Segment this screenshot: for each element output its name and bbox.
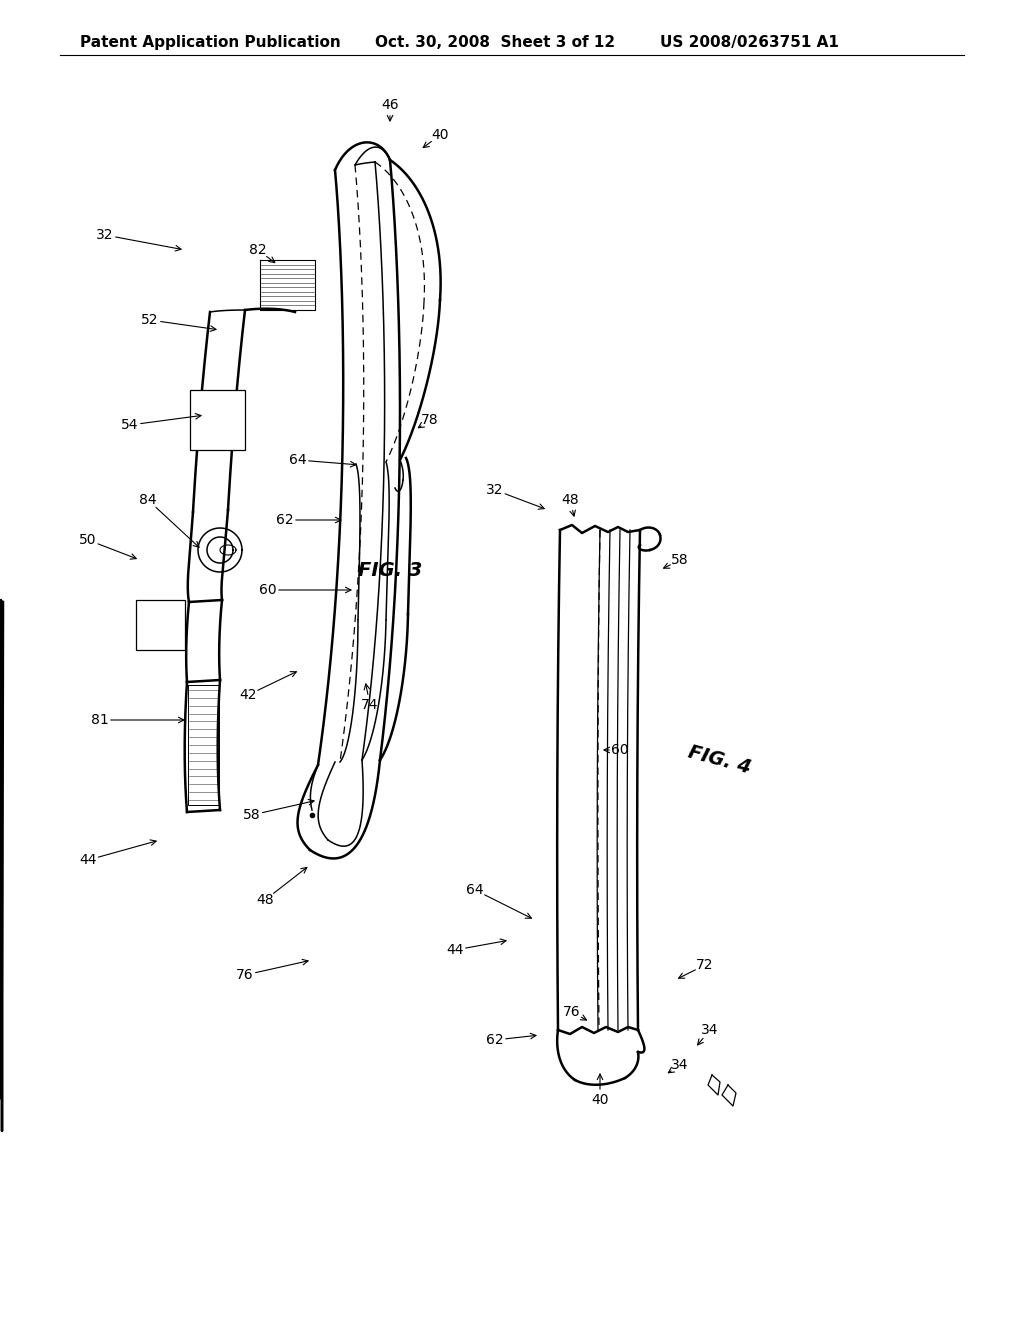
- Text: Patent Application Publication: Patent Application Publication: [80, 36, 341, 50]
- Text: 48: 48: [561, 492, 579, 507]
- Text: 60: 60: [259, 583, 276, 597]
- Text: 84: 84: [139, 492, 157, 507]
- Text: 76: 76: [563, 1005, 581, 1019]
- Text: 78: 78: [421, 413, 439, 426]
- Text: 76: 76: [237, 968, 254, 982]
- Text: 34: 34: [701, 1023, 719, 1038]
- Polygon shape: [190, 389, 245, 450]
- Text: 44: 44: [79, 853, 96, 867]
- Text: 82: 82: [249, 243, 267, 257]
- Text: 42: 42: [240, 688, 257, 702]
- Text: 58: 58: [243, 808, 261, 822]
- Text: 32: 32: [486, 483, 504, 498]
- Text: 62: 62: [276, 513, 294, 527]
- Text: 54: 54: [121, 418, 138, 432]
- Text: US 2008/0263751 A1: US 2008/0263751 A1: [660, 36, 839, 50]
- Text: 81: 81: [91, 713, 109, 727]
- Text: Oct. 30, 2008  Sheet 3 of 12: Oct. 30, 2008 Sheet 3 of 12: [375, 36, 615, 50]
- Text: FIG. 4: FIG. 4: [686, 742, 754, 777]
- Text: 60: 60: [611, 743, 629, 756]
- Text: 46: 46: [381, 98, 398, 112]
- Text: FIG. 3: FIG. 3: [357, 561, 422, 579]
- Text: 40: 40: [431, 128, 449, 143]
- Text: 44: 44: [446, 942, 464, 957]
- Text: 62: 62: [486, 1034, 504, 1047]
- Text: 48: 48: [256, 894, 273, 907]
- Text: 58: 58: [671, 553, 689, 568]
- Polygon shape: [136, 601, 185, 649]
- Text: 52: 52: [141, 313, 159, 327]
- Text: 74: 74: [361, 698, 379, 711]
- Text: 64: 64: [466, 883, 483, 898]
- Text: 40: 40: [591, 1093, 608, 1107]
- Text: 64: 64: [289, 453, 307, 467]
- Text: 32: 32: [96, 228, 114, 242]
- Text: 34: 34: [672, 1059, 689, 1072]
- Text: 50: 50: [79, 533, 96, 546]
- Text: 72: 72: [696, 958, 714, 972]
